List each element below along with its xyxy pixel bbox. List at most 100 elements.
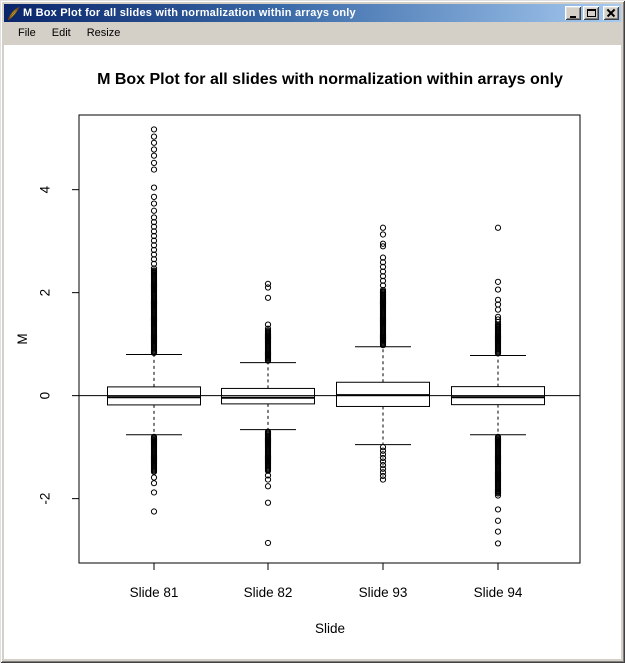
outlier-point [379, 462, 387, 469]
close-icon [607, 9, 616, 17]
outlier-point [494, 224, 502, 231]
window-title: M Box Plot for all slides with normaliza… [23, 7, 356, 19]
outlier-point [379, 231, 387, 238]
outlier-point [150, 232, 158, 240]
outlier-point [379, 268, 387, 275]
outlier-point [494, 490, 502, 497]
outlier-point [150, 159, 158, 166]
outlier-point [150, 349, 158, 357]
outlier-point [494, 296, 502, 303]
x-tick-label: Slide 81 [130, 585, 179, 600]
outlier-point [150, 139, 158, 146]
feather-app-icon [6, 6, 20, 20]
maximize-button[interactable] [583, 6, 599, 20]
y-tick-label: 2 [38, 289, 53, 297]
outlier-point [379, 224, 387, 231]
outlier-point [379, 454, 387, 462]
outlier-point [150, 260, 158, 267]
outlier-point [379, 263, 387, 271]
outlier-point [150, 126, 158, 133]
outlier-point [150, 214, 158, 221]
outlier-point [150, 480, 158, 487]
outlier-point [379, 444, 387, 451]
outlier-point [150, 242, 158, 249]
minimize-icon [570, 15, 576, 18]
menu-file[interactable]: File [18, 27, 36, 39]
outlier-point [379, 254, 387, 261]
y-tick-label: -2 [38, 493, 53, 505]
outlier-point [264, 284, 272, 291]
outlier-point [494, 306, 502, 313]
y-axis-label: M [15, 333, 30, 344]
outlier-point [150, 474, 158, 481]
menu-resize[interactable]: Resize [86, 27, 121, 39]
plot-frame [78, 114, 581, 564]
outlier-point [150, 193, 158, 200]
menu-edit[interactable]: Edit [51, 27, 71, 39]
outlier-point [494, 528, 502, 535]
outlier-point [150, 152, 158, 159]
outlier-point [264, 357, 272, 364]
outlier-point [150, 256, 158, 263]
maximize-icon [586, 9, 596, 17]
plot-title: M Box Plot for all slides with normaliza… [97, 71, 563, 88]
iqr-box-1 [107, 386, 201, 406]
outlier-point [494, 278, 502, 285]
outlier-point [494, 350, 502, 357]
outlier-point [379, 458, 387, 465]
outlier-point [379, 259, 387, 266]
outlier-point [379, 469, 387, 476]
x-axis-label: Slide [315, 621, 345, 636]
minimize-button[interactable] [565, 6, 581, 20]
feather-icon-graphic [7, 6, 20, 20]
outlier-point [379, 277, 387, 284]
outlier-point [150, 207, 158, 214]
outlier-point [264, 294, 272, 301]
outlier-point [150, 200, 158, 207]
outlier-point [150, 468, 158, 475]
window-titlebar[interactable]: M Box Plot for all slides with normaliza… [4, 4, 621, 22]
outlier-point [264, 476, 272, 483]
outlier-point [379, 342, 387, 349]
outlier-point [379, 243, 387, 250]
outlier-point [379, 451, 387, 458]
y-tick-label: 4 [38, 185, 53, 193]
outlier-point [494, 286, 502, 293]
outlier-point [150, 508, 158, 515]
outlier-point [150, 219, 158, 226]
outlier-point [150, 246, 158, 254]
outlier-point [494, 506, 502, 513]
outlier-point [150, 237, 158, 244]
outlier-point [379, 240, 387, 247]
iqr-box-4 [451, 386, 545, 406]
outlier-point [150, 489, 158, 496]
close-button[interactable] [603, 6, 619, 20]
outlier-point [494, 517, 502, 524]
x-tick-label: Slide 93 [359, 585, 408, 600]
x-tick-label: Slide 82 [244, 585, 293, 600]
boxplot-svg: M Box Plot for all slides with normaliza… [15, 71, 581, 636]
outlier-point [150, 251, 158, 258]
y-tick-label: 0 [38, 392, 53, 400]
outlier-point [150, 184, 158, 191]
outlier-point [379, 447, 387, 454]
window-controls [565, 6, 619, 20]
outlier-point [379, 465, 387, 472]
outlier-point [264, 539, 272, 547]
outlier-point [150, 223, 158, 230]
x-tick-label: Slide 94 [474, 585, 523, 600]
outlier-point [150, 146, 158, 153]
outlier-point [379, 476, 387, 483]
outlier-point [150, 228, 158, 235]
menu-bar: File Edit Resize [4, 22, 621, 45]
outlier-point [264, 280, 272, 288]
outlier-point [264, 321, 272, 328]
outlier-point [150, 166, 158, 173]
iqr-box-2 [221, 387, 315, 405]
plot-canvas: M Box Plot for all slides with normaliza… [4, 45, 621, 659]
outlier-point [494, 540, 502, 547]
outlier-point [264, 499, 272, 506]
outlier-point [379, 273, 387, 280]
outlier-point [379, 282, 387, 289]
